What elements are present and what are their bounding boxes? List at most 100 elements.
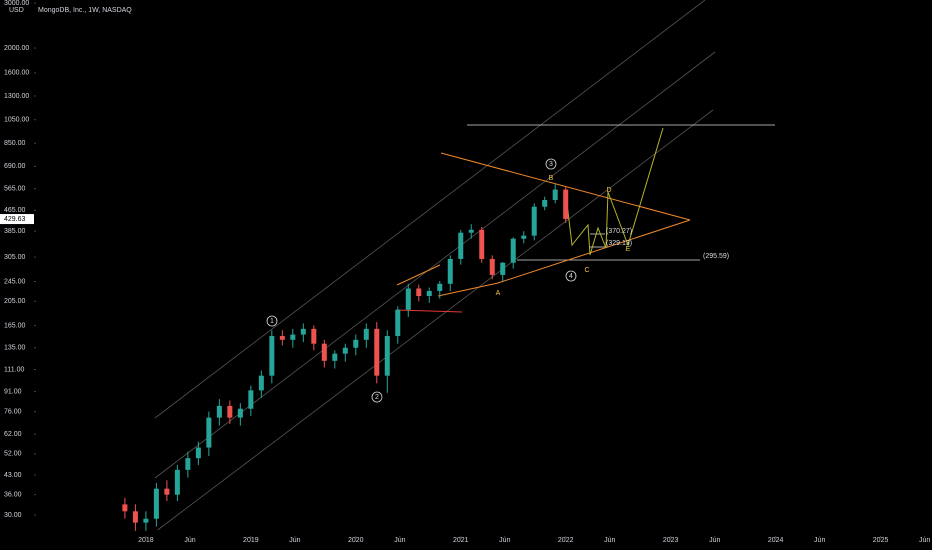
candle-body: [248, 390, 254, 409]
chart-title: MongoDB, Inc., 1W, NASDAQ: [38, 7, 132, 14]
candle-body: [311, 328, 317, 344]
wave-circle: [266, 315, 278, 327]
y-tick-label: 690.00: [4, 163, 26, 170]
drawings: [154, 0, 775, 533]
candle-body: [384, 336, 390, 376]
annotation: (370.27): [606, 228, 632, 235]
annotation: 3: [549, 161, 553, 168]
x-tick-label: Jun: [604, 537, 615, 544]
x-tick-label: Jun: [394, 537, 405, 544]
candle-body: [479, 229, 485, 259]
x-tick-label: 2023: [663, 537, 679, 544]
triangle-line: [497, 219, 691, 284]
candle-body: [143, 518, 149, 523]
candle-body: [521, 235, 527, 239]
wave-circle: [371, 391, 383, 403]
x-tick-label: Jun: [289, 537, 300, 544]
candle-body: [542, 199, 548, 207]
annotation: (295.59): [703, 253, 729, 260]
candle-body: [174, 469, 180, 495]
candle-body: [227, 405, 233, 418]
x-tick-label: 2018: [138, 537, 154, 544]
y-tick-label: 1600.00: [4, 70, 29, 77]
channel-line: [154, 0, 706, 419]
candle-body: [321, 343, 327, 361]
wedge-line: [396, 264, 441, 286]
axis-band: [0, 530, 932, 550]
candle-body: [216, 405, 222, 418]
candle-body: [185, 458, 191, 470]
candle-body: [552, 189, 558, 200]
candle-body: [300, 328, 306, 335]
candle-body: [395, 309, 401, 337]
last-price-box: [0, 214, 34, 225]
y-tick-label: 91.00: [4, 388, 22, 395]
candle-body: [164, 488, 170, 495]
y-tick-label: 245.00: [4, 278, 26, 285]
y-tick-label: 305.00: [4, 254, 26, 261]
candle-body: [405, 288, 411, 310]
annotation: 1: [270, 318, 274, 325]
candle-body: [279, 336, 285, 340]
candle-body: [468, 229, 474, 233]
y-tick-label: 36.00: [4, 492, 22, 499]
candle-body: [458, 232, 464, 259]
annotation: 4: [569, 273, 573, 280]
y-tick-label: 135.00: [4, 345, 26, 352]
candle-body: [510, 238, 516, 263]
candle-body: [206, 417, 212, 448]
x-tick-label: 2019: [243, 537, 259, 544]
x-tick-label: Jun: [499, 537, 510, 544]
candle-body: [374, 328, 380, 376]
candle-body: [342, 347, 348, 354]
candle-body: [437, 283, 443, 291]
candle-body: [122, 504, 128, 512]
candle-body: [237, 408, 243, 418]
wedge-line: [396, 309, 463, 313]
candle-body: [132, 511, 138, 523]
triangle-line: [440, 152, 691, 221]
candle-body: [363, 328, 369, 340]
wave-circle: [565, 270, 577, 282]
y-tick-label: 205.00: [4, 298, 26, 305]
y-tick-label: 385.00: [4, 228, 26, 235]
annotation: D: [606, 187, 611, 194]
wave-circle: [545, 158, 557, 170]
y-tick-label: 1050.00: [4, 117, 29, 124]
y-tick-label: 465.00: [4, 207, 26, 214]
candle-body: [531, 206, 537, 236]
x-tick-label: 2025: [873, 537, 889, 544]
annotation: B: [549, 175, 554, 182]
candle-body: [426, 290, 432, 297]
y-tick-label: 3000.00: [4, 0, 29, 7]
annotation: A: [496, 290, 501, 297]
x-tick-label: Jun: [709, 537, 720, 544]
y-tick-label: 62.00: [4, 431, 22, 438]
candle-body: [269, 336, 275, 376]
x-tick-label: Jun: [814, 537, 825, 544]
candle-body: [332, 353, 338, 361]
x-tick-label: Jun: [184, 537, 195, 544]
x-tick-label: 2022: [558, 537, 574, 544]
last-price-label: 429.63: [4, 216, 26, 223]
x-tick-label: 2020: [348, 537, 364, 544]
y-tick-label: 2000.00: [4, 45, 29, 52]
channel-line: [154, 109, 714, 533]
candle-body: [563, 189, 569, 219]
annotation: E: [626, 246, 631, 253]
y-tick-label: 165.00: [4, 322, 26, 329]
candle-body: [447, 258, 453, 284]
candle-body: [290, 334, 296, 340]
y-tick-label: 43.00: [4, 472, 22, 479]
y-tick-label: 850.00: [4, 140, 26, 147]
annotation: (329.13): [606, 240, 632, 247]
y-tick-label: 30.00: [4, 512, 22, 519]
candle-body: [416, 288, 422, 297]
candle-body: [500, 262, 506, 275]
wedge-line: [437, 282, 499, 297]
annotation: 2: [375, 394, 379, 401]
candle-body: [195, 447, 201, 459]
candle-body: [258, 375, 264, 391]
